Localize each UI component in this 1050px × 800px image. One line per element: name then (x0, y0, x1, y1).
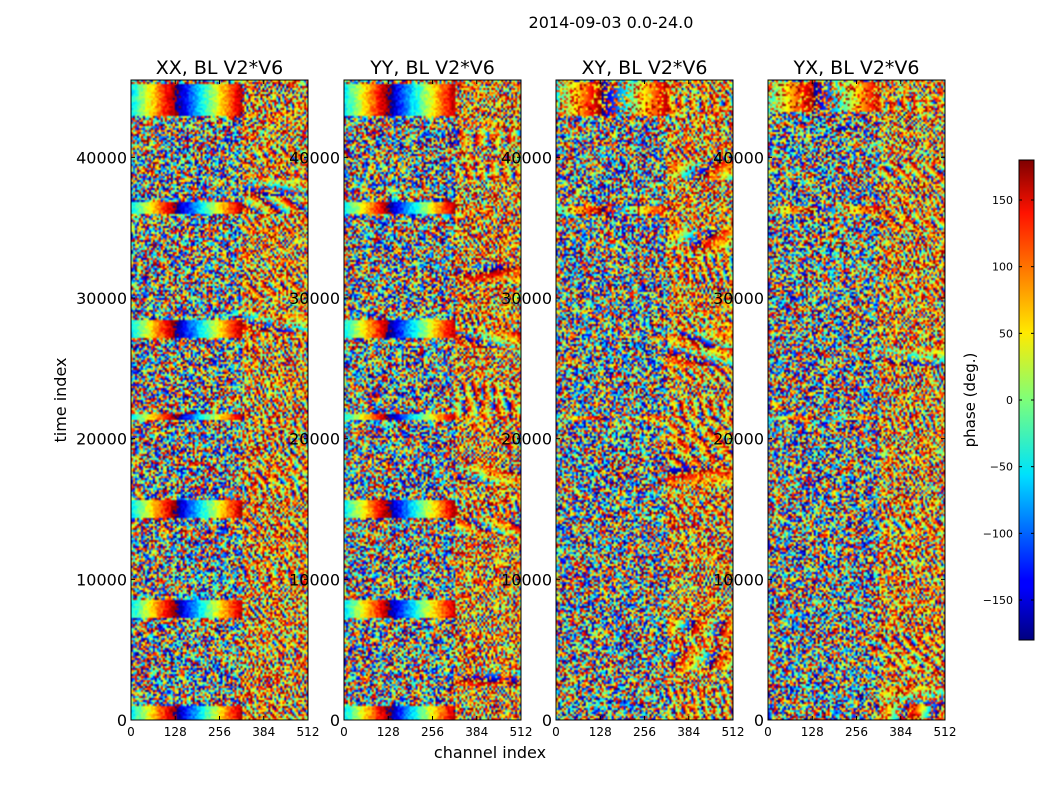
panel-title: YY, BL V2*V6 (369, 57, 495, 79)
colorbar-tick-label: −50 (990, 461, 1013, 474)
y-tick-label: 10000 (501, 570, 552, 589)
colorbar: 150 100 50 0 −50 −100 −150 phase (deg.) (961, 159, 1035, 641)
colorbar-ticks: 150 100 50 0 −50 −100 −150 (983, 194, 1034, 607)
colorbar-tick-label: −150 (983, 594, 1013, 607)
y-tick-label: 20000 (501, 430, 552, 449)
panel-title: XY, BL V2*V6 (581, 57, 707, 79)
y-tick-label: 0 (117, 711, 127, 730)
x-tick-label: 0 (764, 725, 772, 739)
y-tick-label: 40000 (76, 148, 127, 167)
y-tick-label: 20000 (713, 430, 764, 449)
panel-title: YX, BL V2*V6 (792, 57, 919, 79)
x-tick-label: 384 (889, 725, 912, 739)
x-tick-label: 512 (722, 725, 745, 739)
phase-heatmap (556, 80, 733, 720)
x-tick-label: 384 (252, 725, 275, 739)
y-tick-label: 0 (330, 711, 340, 730)
panels: XX, BL V2*V6 0 128 256 384 512 0 10000 20000 3000… (76, 57, 956, 739)
x-tick-label: 128 (377, 725, 400, 739)
y-tick-label: 10000 (76, 570, 127, 589)
figure-suptitle: 2014-09-03 0.0-24.0 (529, 13, 694, 32)
x-tick-label: 384 (465, 725, 488, 739)
x-tick-label: 256 (421, 725, 444, 739)
x-tick-label: 128 (164, 725, 187, 739)
x-tick-label: 128 (589, 725, 612, 739)
panel-title: XX, BL V2*V6 (156, 57, 283, 79)
y-tick-label: 20000 (76, 430, 127, 449)
phase-heatmap (344, 80, 521, 720)
x-tick-label: 256 (633, 725, 656, 739)
phase-heatmap (768, 80, 945, 720)
x-tick-label: 512 (297, 725, 320, 739)
x-tick-label: 256 (208, 725, 231, 739)
x-tick-label: 0 (127, 725, 135, 739)
x-tick-label: 384 (677, 725, 700, 739)
y-tick-label: 40000 (501, 148, 552, 167)
y-tick-label: 30000 (289, 289, 340, 308)
y-tick-label: 20000 (289, 430, 340, 449)
x-tick-label: 512 (510, 725, 533, 739)
colorbar-tick-label: 150 (992, 194, 1013, 207)
panel-3: XY, BL V2*V6 0 128 256 384 512 0 10000 20000 3000… (501, 57, 744, 739)
y-tick-label: 10000 (289, 570, 340, 589)
y-tick-label: 10000 (713, 570, 764, 589)
x-tick-label: 128 (801, 725, 824, 739)
x-tick-label: 0 (552, 725, 560, 739)
colorbar-tick-label: 0 (1006, 394, 1013, 407)
y-tick-label: 0 (754, 711, 764, 730)
colorbar-label: phase (deg.) (961, 353, 979, 448)
y-tick-label: 30000 (501, 289, 552, 308)
panel-1: XX, BL V2*V6 0 128 256 384 512 0 10000 20000 3000… (76, 57, 319, 739)
y-tick-label: 30000 (713, 289, 764, 308)
x-tick-label: 0 (340, 725, 348, 739)
x-tick-label: 256 (845, 725, 868, 739)
y-tick-label: 40000 (289, 148, 340, 167)
x-axis-label: channel index (434, 743, 546, 762)
y-tick-label: 0 (542, 711, 552, 730)
panel-4: YX, BL V2*V6 0 128 256 384 512 0 10000 20000 3000… (713, 57, 956, 739)
phase-heatmap (131, 80, 308, 720)
colorbar-tick-label: −100 (983, 527, 1013, 540)
y-axis-label: time index (51, 357, 70, 442)
y-tick-label: 40000 (713, 148, 764, 167)
x-tick-label: 512 (934, 725, 957, 739)
colorbar-tick-label: 50 (999, 327, 1013, 340)
panel-2: YY, BL V2*V6 0 128 256 384 512 0 10000 20000 3000… (289, 57, 532, 739)
y-tick-label: 30000 (76, 289, 127, 308)
colorbar-tick-label: 100 (992, 261, 1013, 274)
